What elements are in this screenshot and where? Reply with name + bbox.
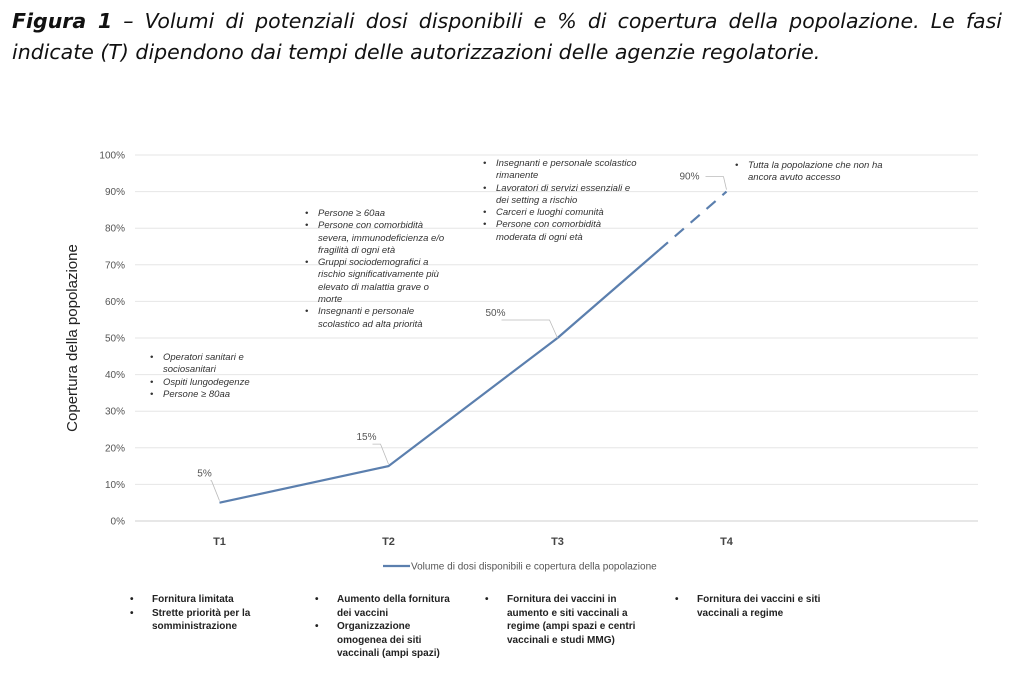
note-item: Fornitura dei vaccini e siti vaccinali a… (675, 593, 835, 620)
y-tick-label: 40% (105, 370, 125, 381)
phase-annotation: Persone ≥ 60aaPersone con comorbidità se… (305, 208, 455, 331)
x-tick-label: T1 (213, 536, 226, 548)
note-item: Organizzazione omogenea dei siti vaccina… (315, 620, 460, 661)
annotation-item: Persone con comorbidità moderata di ogni… (483, 219, 643, 244)
phase-note: Fornitura dei vaccini in aumento e siti … (485, 593, 660, 647)
legend-label: Volume di dosi disponibili e copertura d… (411, 562, 657, 573)
data-label: 15% (356, 432, 376, 443)
data-label: 50% (485, 308, 505, 319)
x-tick-label: T2 (382, 536, 395, 548)
annotation-item: Ospiti lungodegenze (150, 377, 280, 390)
phase-annotation: Operatori sanitari e sociosanitariOspiti… (150, 352, 280, 401)
caption-text: – Volumi di potenziali dosi disponibili … (12, 9, 1002, 64)
note-item: Fornitura dei vaccini in aumento e siti … (485, 593, 660, 647)
y-tick-label: 20% (105, 443, 125, 454)
annotation-item: Lavoratori di servizi essenziali e dei s… (483, 183, 643, 208)
phase-annotation: Insegnanti e personale scolastico rimane… (483, 158, 643, 244)
annotation-item: Persone ≥ 60aa (305, 208, 455, 221)
annotation-item: Insegnanti e personale scolastico ad alt… (305, 306, 455, 331)
annotation-item: Operatori sanitari e sociosanitari (150, 352, 280, 377)
annotation-item: Insegnanti e personale scolastico rimane… (483, 158, 643, 183)
y-tick-label: 80% (105, 224, 125, 235)
phase-note: Aumento della fornitura dei vacciniOrgan… (315, 593, 460, 661)
annotation-item: Carceri e luoghi comunità (483, 207, 643, 220)
note-item: Fornitura limitata (130, 593, 285, 607)
data-label-leader (210, 480, 220, 501)
x-tick-label: T4 (720, 536, 734, 548)
y-axis-label: Copertura della popolazione (64, 244, 81, 432)
y-tick-label: 100% (99, 151, 125, 162)
figure-caption: Figura 1 – Volumi di potenziali dosi dis… (12, 6, 1002, 68)
annotation-item: Persone con comorbidità severa, immunode… (305, 220, 455, 257)
phase-note: Fornitura dei vaccini e siti vaccinali a… (675, 593, 835, 620)
phase-annotation: Tutta la popolazione che non ha ancora a… (735, 160, 905, 185)
y-tick-label: 50% (105, 334, 125, 345)
note-item: Strette priorità per la somministrazione (130, 607, 285, 634)
y-tick-label: 90% (105, 187, 125, 198)
y-tick-label: 30% (105, 407, 125, 418)
series-line (219, 337, 559, 504)
y-tick-label: 10% (105, 480, 125, 491)
data-label-leader (705, 176, 727, 190)
y-tick-label: 0% (111, 517, 126, 528)
data-label: 90% (679, 172, 699, 183)
y-tick-label: 70% (105, 260, 125, 271)
data-label-leader (501, 319, 558, 339)
y-tick-label: 60% (105, 297, 125, 308)
annotation-item: Gruppi sociodemografici a rischio signif… (305, 257, 455, 306)
series-line-dashed (658, 190, 728, 251)
data-label: 5% (197, 469, 212, 480)
annotation-item: Tutta la popolazione che non ha ancora a… (735, 160, 905, 185)
caption-label: Figura 1 (12, 9, 113, 33)
x-tick-label: T3 (551, 536, 564, 548)
data-label-leader (372, 443, 389, 465)
note-item: Aumento della fornitura dei vaccini (315, 593, 460, 620)
series-line-segment (556, 249, 660, 339)
phase-note: Fornitura limitataStrette priorità per l… (130, 593, 285, 634)
annotation-item: Persone ≥ 80aa (150, 389, 280, 402)
